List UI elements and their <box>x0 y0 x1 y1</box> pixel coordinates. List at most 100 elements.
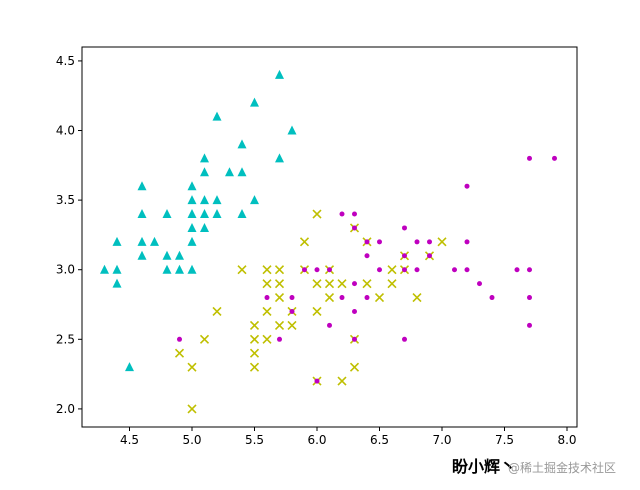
point <box>212 209 222 219</box>
point <box>299 237 310 247</box>
y-tick-label: 2.0 <box>56 402 75 416</box>
point <box>262 334 272 344</box>
point <box>262 279 272 289</box>
point <box>175 250 184 260</box>
point <box>200 195 209 205</box>
point <box>327 322 332 328</box>
point <box>137 209 147 219</box>
point <box>464 183 470 189</box>
point <box>527 322 532 328</box>
point <box>527 295 532 301</box>
point <box>264 295 270 301</box>
point <box>200 153 209 163</box>
point <box>312 209 322 219</box>
point <box>137 236 147 246</box>
watermark-author: 盼小辉丶 <box>452 457 516 476</box>
point <box>237 265 247 275</box>
point <box>289 308 295 314</box>
point <box>212 195 222 205</box>
point <box>427 253 432 259</box>
point <box>250 195 259 205</box>
point <box>402 267 407 273</box>
point <box>377 239 382 245</box>
point <box>200 222 209 232</box>
point <box>364 295 370 301</box>
point <box>327 267 332 273</box>
point <box>274 320 285 330</box>
point <box>437 237 447 247</box>
point <box>312 306 322 317</box>
point <box>187 264 197 274</box>
point <box>352 281 357 287</box>
point <box>364 253 370 259</box>
point <box>237 209 247 219</box>
point <box>162 209 172 219</box>
point <box>199 334 210 344</box>
point <box>464 267 470 273</box>
point <box>275 153 284 163</box>
point <box>527 155 532 161</box>
point <box>414 239 420 245</box>
point <box>277 336 282 342</box>
point <box>200 167 209 177</box>
point <box>225 167 234 177</box>
point <box>262 265 272 275</box>
point <box>187 209 197 219</box>
point <box>162 250 172 260</box>
point <box>339 295 345 301</box>
point <box>177 336 182 342</box>
point <box>337 376 347 386</box>
point <box>312 279 322 289</box>
point <box>452 267 457 273</box>
y-tick-label: 3.0 <box>56 263 75 277</box>
point <box>364 239 370 245</box>
y-tick-label: 2.5 <box>56 332 75 346</box>
point <box>274 279 285 289</box>
point <box>187 181 197 191</box>
point <box>349 362 360 372</box>
point <box>137 181 147 191</box>
point <box>200 209 209 219</box>
point <box>250 97 259 107</box>
x-tick-label: 8.0 <box>557 433 576 447</box>
point <box>137 250 147 260</box>
point <box>274 292 285 303</box>
point <box>352 225 357 231</box>
point <box>237 139 247 149</box>
point <box>249 320 260 330</box>
plot-frame <box>81 46 578 428</box>
point <box>324 292 335 303</box>
point <box>352 211 357 217</box>
point <box>237 167 247 177</box>
point <box>387 279 397 289</box>
point <box>414 267 420 273</box>
point <box>552 155 557 161</box>
point <box>275 69 284 79</box>
point <box>352 308 357 314</box>
x-tick-label: 7.5 <box>495 433 514 447</box>
y-tick-label: 4.5 <box>56 54 75 68</box>
point <box>162 264 172 274</box>
point <box>125 362 134 372</box>
point <box>314 378 320 384</box>
point <box>212 111 222 121</box>
point <box>477 281 482 287</box>
point <box>302 267 307 273</box>
point <box>175 264 184 274</box>
point <box>112 264 122 274</box>
point <box>187 195 197 205</box>
point <box>100 264 109 274</box>
point <box>402 253 407 259</box>
y-tick-label: 3.5 <box>56 193 75 207</box>
point <box>262 306 272 317</box>
x-tick-label: 6.0 <box>307 433 326 447</box>
x-tick-label: 6.5 <box>370 433 389 447</box>
x-tick-label: 5.0 <box>182 433 201 447</box>
point <box>187 222 197 232</box>
point <box>402 336 407 342</box>
point <box>187 362 197 372</box>
point <box>289 295 295 301</box>
point <box>489 295 495 301</box>
point <box>249 348 260 358</box>
